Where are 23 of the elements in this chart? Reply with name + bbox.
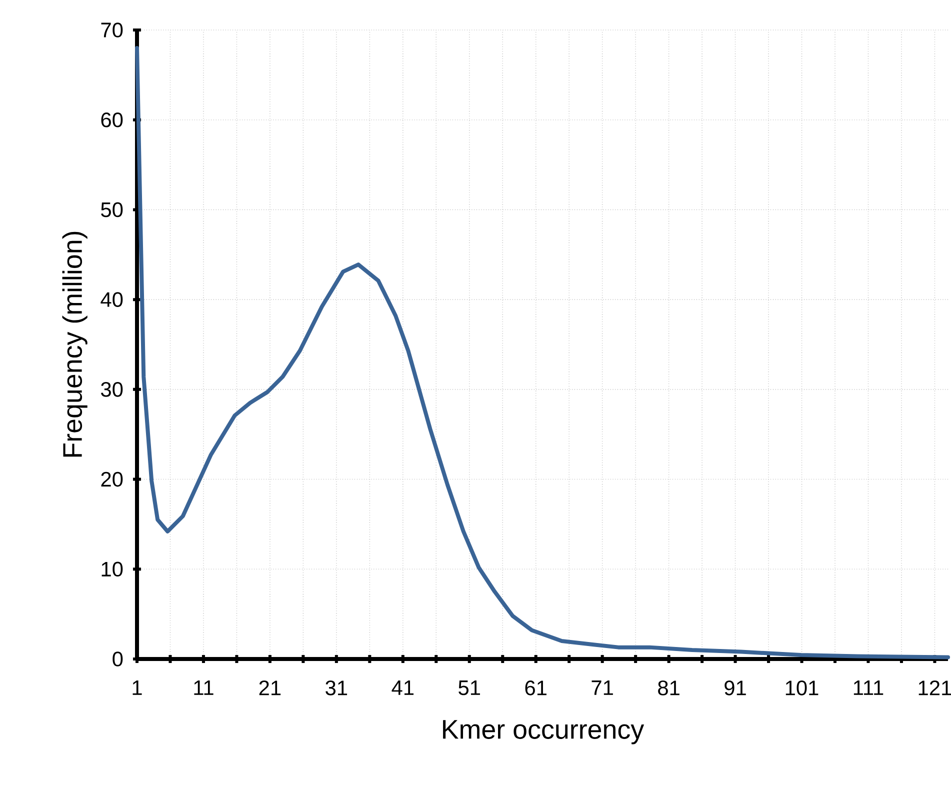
x-tick-label: 71 bbox=[592, 680, 613, 695]
y-tick-label: 40 bbox=[100, 292, 123, 307]
x-tick-label: 111 bbox=[854, 680, 884, 695]
x-tick-label: 121 bbox=[918, 680, 951, 696]
x-tick-label: 51 bbox=[458, 680, 480, 696]
x-tick-label: 21 bbox=[259, 680, 281, 696]
x-tick-label: 101 bbox=[786, 680, 818, 696]
x-tick-label: 91 bbox=[724, 680, 746, 696]
y-tick-label: 70 bbox=[101, 22, 123, 38]
y-tick-label: 10 bbox=[102, 562, 123, 577]
x-axis-title: Kmer occurrency bbox=[443, 720, 644, 744]
y-axis-title: Frequency (million) bbox=[62, 232, 88, 457]
y-tick-label: 20 bbox=[101, 472, 123, 487]
y-tick-label: 50 bbox=[101, 202, 123, 218]
y-tick-label: 60 bbox=[101, 112, 123, 128]
x-tick-label: 81 bbox=[658, 680, 680, 696]
x-tick-label: 31 bbox=[326, 680, 348, 696]
x-tick-label: 11 bbox=[194, 680, 214, 695]
x-tick-label: 61 bbox=[525, 680, 546, 696]
y-tick-label: 0 bbox=[112, 652, 123, 666]
y-tick-label: 30 bbox=[101, 382, 123, 397]
x-tick-label: 41 bbox=[392, 680, 414, 695]
x-tick-label: 1 bbox=[132, 680, 142, 695]
